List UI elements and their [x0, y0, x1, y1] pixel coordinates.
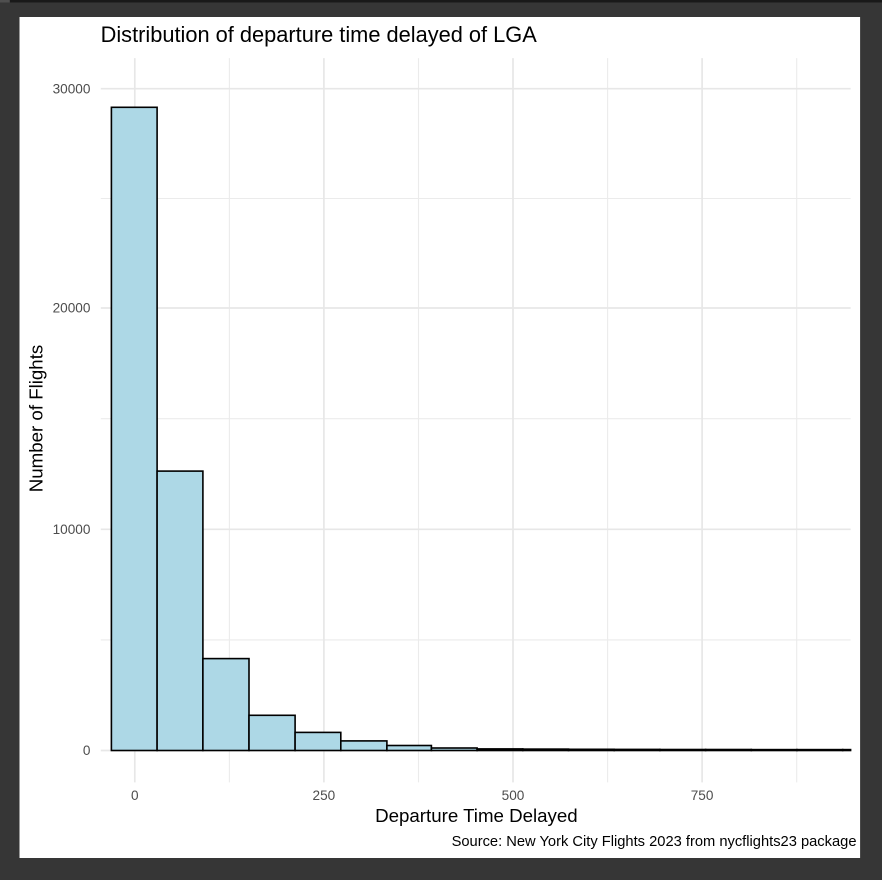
svg-text:20000: 20000 [53, 301, 91, 316]
svg-text:10000: 10000 [53, 522, 91, 537]
svg-text:250: 250 [313, 788, 336, 803]
svg-text:Number of Flights: Number of Flights [26, 345, 47, 492]
svg-text:750: 750 [691, 788, 714, 803]
svg-text:0: 0 [83, 743, 91, 758]
svg-text:Source: New York City Flights: Source: New York City Flights 2023 from … [452, 834, 857, 850]
svg-text:0: 0 [131, 788, 139, 803]
svg-text:500: 500 [502, 788, 525, 803]
svg-text:Distribution of departure time: Distribution of departure time delayed o… [101, 22, 538, 47]
svg-text:Departure Time Delayed: Departure Time Delayed [375, 805, 578, 826]
svg-text:30000: 30000 [53, 81, 91, 96]
